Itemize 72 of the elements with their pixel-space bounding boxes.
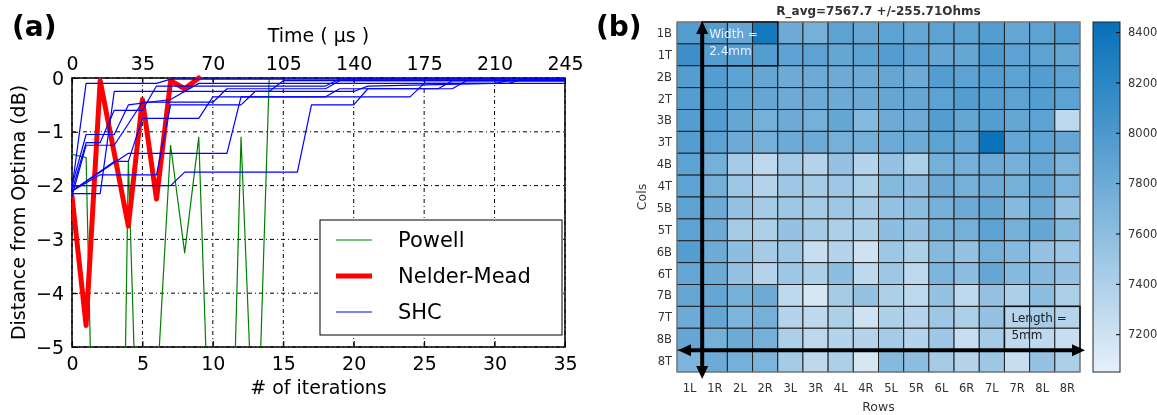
legend-label: SHC [398, 300, 442, 324]
x2-tick-label: 140 [336, 52, 373, 74]
x-tick-label: 20 [342, 352, 367, 375]
y-tick-label: 1B [656, 25, 673, 40]
legend-label: Powell [398, 228, 465, 252]
x-tick-label: 7L [984, 381, 1000, 395]
x-tick-label: 1L [682, 381, 698, 395]
x-tick-label: 4L [833, 381, 849, 395]
x-tick-label: 2L [733, 381, 748, 395]
x-tick-label: 7R [1009, 381, 1025, 395]
color-bar-label: 7400 [1128, 277, 1157, 292]
y-axis-title: Cols [634, 183, 649, 211]
x-tick-label: 2R [757, 381, 773, 395]
y-tick-label: −1 [35, 120, 64, 143]
x2-tick-label: 175 [406, 52, 443, 74]
y-tick-label: 7B [656, 288, 673, 303]
x-axis-title: Rows [862, 399, 895, 414]
y-tick-label: 5T [657, 222, 673, 237]
y-tick-label: 7T [657, 310, 673, 325]
y-tick-label: 3T [657, 135, 673, 150]
y-tick-label: 3B [656, 113, 673, 128]
y-tick-label: 8T [657, 354, 673, 369]
x-tick-label: 6R [959, 381, 975, 395]
x2-tick-label: 105 [265, 52, 302, 74]
y-tick-label: −3 [35, 227, 64, 250]
color-bar-label: 7800 [1128, 176, 1157, 191]
x2-tick-label: 70 [201, 52, 226, 74]
color-bar-label: 8200 [1128, 75, 1157, 90]
color-bar-label: 7200 [1128, 327, 1157, 342]
x-tick-label: 4R [858, 381, 874, 395]
x-tick-label: 5R [908, 381, 924, 395]
y-tick-label: 0 [51, 66, 64, 89]
text: (a) [12, 10, 57, 43]
y-axis-title: Distance from Optima (dB) [7, 84, 29, 341]
x-tick-label: 35 [553, 352, 578, 375]
x2-tick-label: 245 [547, 52, 584, 74]
x-tick-label: 10 [201, 352, 226, 375]
x-tick-label: 8L [1035, 381, 1050, 395]
x2-axis-title: Time ( μs ) [266, 24, 370, 46]
y-tick-label: 4T [657, 179, 673, 194]
y-tick-label: 6T [657, 266, 673, 281]
chart-title: R_avg=7567.7 +/-255.71Ohms [776, 4, 981, 19]
y-tick-label: 2B [656, 69, 673, 84]
text: (b) [596, 10, 642, 43]
color-bar-label: 7600 [1128, 226, 1157, 241]
y-tick-label: 5B [656, 200, 673, 215]
y-tick-label: −4 [35, 281, 64, 304]
x-axis-title: # of iterations [250, 376, 387, 398]
x-tick-label: 3L [783, 381, 798, 395]
x2-tick-label: 210 [476, 52, 514, 74]
y-tick-label: 6B [656, 244, 673, 259]
x-tick-label: 8R [1059, 381, 1076, 395]
color-bar-label: 8000 [1128, 125, 1157, 140]
y-tick-label: 2T [657, 91, 673, 106]
x-tick-label: 15 [271, 352, 296, 375]
x-tick-label: 5 [136, 352, 149, 375]
y-tick-label: −2 [35, 174, 64, 197]
y-tick-label: −5 [35, 335, 64, 358]
y-tick-label: 8B [656, 332, 673, 347]
x-tick-label: 1R [707, 381, 723, 395]
x-tick-label: 5L [884, 381, 899, 395]
x2-tick-label: 35 [130, 52, 156, 74]
color-bar-label: 8400 [1128, 25, 1157, 40]
x-tick-label: 25 [412, 352, 437, 375]
x-tick-label: 0 [66, 352, 79, 375]
x-tick-label: 3R [807, 381, 824, 395]
x-tick-label: 6L [934, 381, 949, 395]
x-tick-label: 30 [482, 352, 508, 375]
legend-label: Nelder-Mead [398, 264, 531, 288]
y-tick-label: 4B [656, 157, 673, 172]
y-tick-label: 1T [657, 47, 673, 62]
x2-tick-label: 0 [66, 52, 79, 74]
